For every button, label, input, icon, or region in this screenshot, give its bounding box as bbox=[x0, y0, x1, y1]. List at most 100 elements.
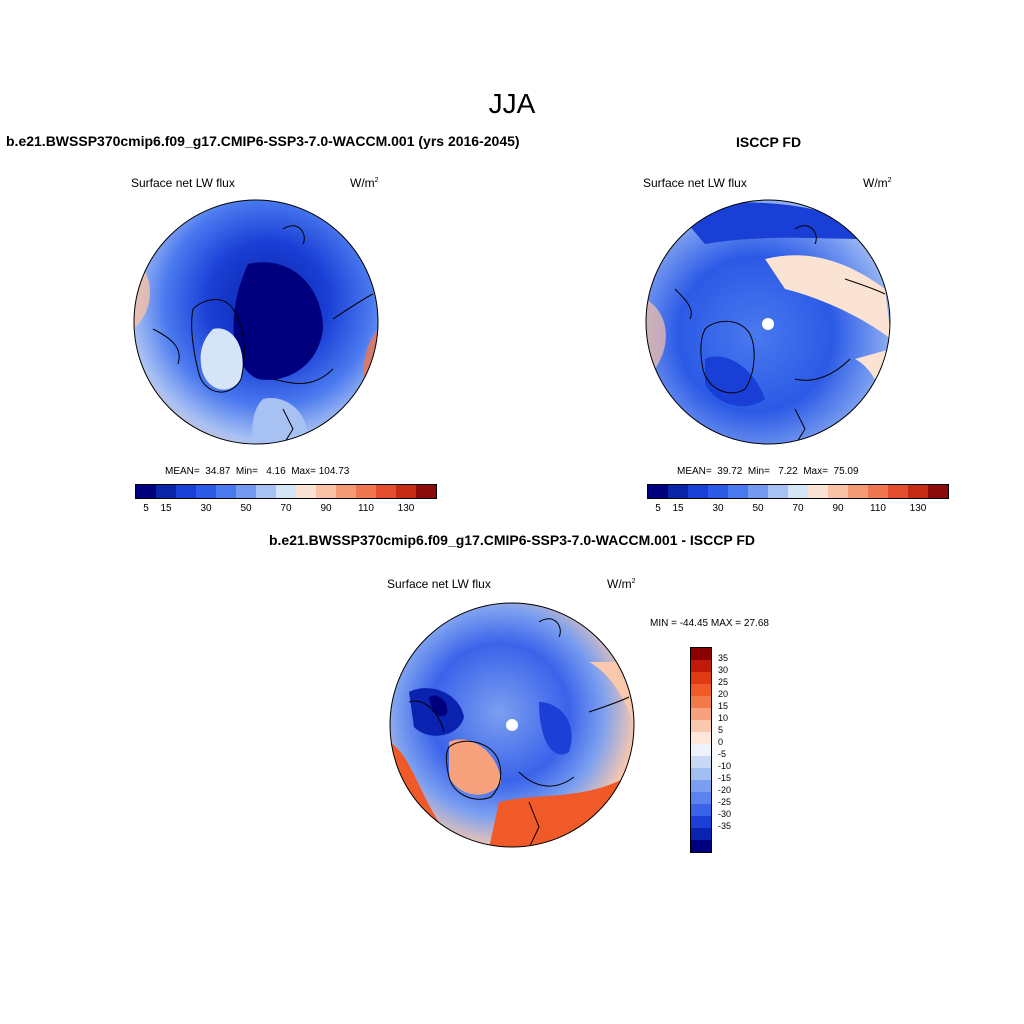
right-polar-map bbox=[645, 199, 891, 445]
colorbar-swatch bbox=[691, 828, 711, 840]
diff-colorbar bbox=[690, 647, 712, 853]
colorbar-swatch bbox=[691, 708, 711, 720]
colorbar-swatch bbox=[691, 780, 711, 792]
colorbar-tick-label: -35 bbox=[718, 821, 732, 831]
colorbar-tick-label: 10 bbox=[718, 713, 729, 723]
colorbar-tick-label: 0 bbox=[718, 737, 724, 747]
left-colorbar bbox=[135, 484, 437, 499]
right-colorbar bbox=[647, 484, 949, 499]
colorbar-swatch bbox=[691, 720, 711, 732]
colorbar-swatch bbox=[136, 485, 156, 498]
colorbar-swatch bbox=[728, 485, 748, 498]
left-units-label: W/m2 bbox=[350, 176, 379, 190]
colorbar-tick-label: 50 bbox=[752, 503, 764, 514]
colorbar-swatch bbox=[928, 485, 948, 498]
colorbar-tick-label: 130 bbox=[909, 503, 927, 514]
right-units-label: W/m2 bbox=[863, 176, 892, 190]
colorbar-tick-label: 15 bbox=[672, 503, 684, 514]
colorbar-swatch bbox=[691, 804, 711, 816]
left-colorbar-labels: 5 15 30 50 70 90 110 130 bbox=[135, 503, 437, 515]
diff-panel-title: b.e21.BWSSP370cmip6.f09_g17.CMIP6-SSP3-7… bbox=[268, 532, 756, 548]
colorbar-swatch bbox=[416, 485, 436, 498]
colorbar-tick-label: -10 bbox=[718, 761, 732, 771]
diff-variable-label: Surface net LW flux bbox=[387, 577, 491, 591]
colorbar-swatch bbox=[336, 485, 356, 498]
diff-colorbar-labels: 35 30 25 20 15 10 5 0 -5 -10 -15 -20 -25 -30 -35 bbox=[718, 647, 758, 851]
colorbar-tick-label: -30 bbox=[718, 809, 732, 819]
colorbar-tick-label: 25 bbox=[718, 677, 729, 687]
colorbar-tick-label: 30 bbox=[200, 503, 212, 514]
colorbar-tick-label: 30 bbox=[712, 503, 724, 514]
colorbar-swatch bbox=[691, 840, 711, 852]
colorbar-tick-label: 130 bbox=[397, 503, 415, 514]
colorbar-tick-label: -5 bbox=[718, 749, 727, 759]
colorbar-tick-label: 20 bbox=[718, 689, 729, 699]
right-variable-label: Surface net LW flux bbox=[643, 176, 747, 190]
colorbar-tick-label: -15 bbox=[718, 773, 732, 783]
left-variable-label: Surface net LW flux bbox=[131, 176, 235, 190]
colorbar-tick-label: 5 bbox=[718, 725, 724, 735]
colorbar-swatch bbox=[788, 485, 808, 498]
colorbar-swatch bbox=[691, 792, 711, 804]
diff-polar-map bbox=[389, 602, 635, 848]
colorbar-swatch bbox=[256, 485, 276, 498]
left-polar-map bbox=[133, 199, 379, 445]
colorbar-swatch bbox=[691, 696, 711, 708]
colorbar-swatch bbox=[356, 485, 376, 498]
colorbar-tick-label: 110 bbox=[870, 503, 886, 514]
colorbar-tick-label: 70 bbox=[792, 503, 804, 514]
colorbar-swatch bbox=[808, 485, 828, 498]
colorbar-swatch bbox=[691, 648, 711, 660]
colorbar-swatch bbox=[848, 485, 868, 498]
right-colorbar-labels: 5 15 30 50 70 90 110 130 bbox=[647, 503, 949, 515]
colorbar-swatch bbox=[888, 485, 908, 498]
colorbar-swatch bbox=[908, 485, 928, 498]
colorbar-swatch bbox=[691, 816, 711, 828]
colorbar-tick-label: 50 bbox=[240, 503, 252, 514]
colorbar-swatch bbox=[691, 672, 711, 684]
colorbar-swatch bbox=[691, 660, 711, 672]
colorbar-tick-label: 110 bbox=[358, 503, 374, 514]
colorbar-swatch bbox=[691, 756, 711, 768]
colorbar-swatch bbox=[396, 485, 416, 498]
colorbar-swatch bbox=[828, 485, 848, 498]
colorbar-swatch bbox=[648, 485, 668, 498]
colorbar-swatch bbox=[691, 732, 711, 744]
left-panel-title: b.e21.BWSSP370cmip6.f09_g17.CMIP6-SSP3-7… bbox=[6, 133, 520, 149]
colorbar-tick-label: -20 bbox=[718, 785, 732, 795]
colorbar-swatch bbox=[196, 485, 216, 498]
colorbar-swatch bbox=[176, 485, 196, 498]
colorbar-tick-label: 90 bbox=[320, 503, 332, 514]
colorbar-swatch bbox=[691, 744, 711, 756]
colorbar-tick-label: 15 bbox=[718, 701, 729, 711]
colorbar-tick-label: 5 bbox=[655, 503, 661, 514]
colorbar-tick-label: 90 bbox=[832, 503, 844, 514]
colorbar-swatch bbox=[691, 768, 711, 780]
colorbar-swatch bbox=[668, 485, 688, 498]
diff-minmax: MIN = -44.45 MAX = 27.68 bbox=[650, 618, 769, 629]
colorbar-tick-label: -25 bbox=[718, 797, 732, 807]
colorbar-swatch bbox=[276, 485, 296, 498]
colorbar-tick-label: 30 bbox=[718, 665, 729, 675]
colorbar-swatch bbox=[688, 485, 708, 498]
right-stats: MEAN= 39.72 Min= 7.22 Max= 75.09 bbox=[677, 466, 859, 477]
colorbar-swatch bbox=[316, 485, 336, 498]
colorbar-swatch bbox=[236, 485, 256, 498]
colorbar-tick-label: 15 bbox=[160, 503, 172, 514]
colorbar-swatch bbox=[768, 485, 788, 498]
left-stats: MEAN= 34.87 Min= 4.16 Max= 104.73 bbox=[165, 466, 350, 477]
colorbar-swatch bbox=[748, 485, 768, 498]
colorbar-swatch bbox=[868, 485, 888, 498]
diff-units-label: W/m2 bbox=[607, 577, 636, 591]
colorbar-swatch bbox=[376, 485, 396, 498]
colorbar-swatch bbox=[296, 485, 316, 498]
right-panel-title: ISCCP FD bbox=[736, 134, 802, 150]
colorbar-swatch bbox=[708, 485, 728, 498]
colorbar-tick-label: 35 bbox=[718, 653, 729, 663]
colorbar-swatch bbox=[691, 684, 711, 696]
colorbar-swatch bbox=[156, 485, 176, 498]
figure-title: JJA bbox=[488, 88, 536, 119]
colorbar-swatch bbox=[216, 485, 236, 498]
colorbar-tick-label: 5 bbox=[143, 503, 149, 514]
colorbar-tick-label: 70 bbox=[280, 503, 292, 514]
